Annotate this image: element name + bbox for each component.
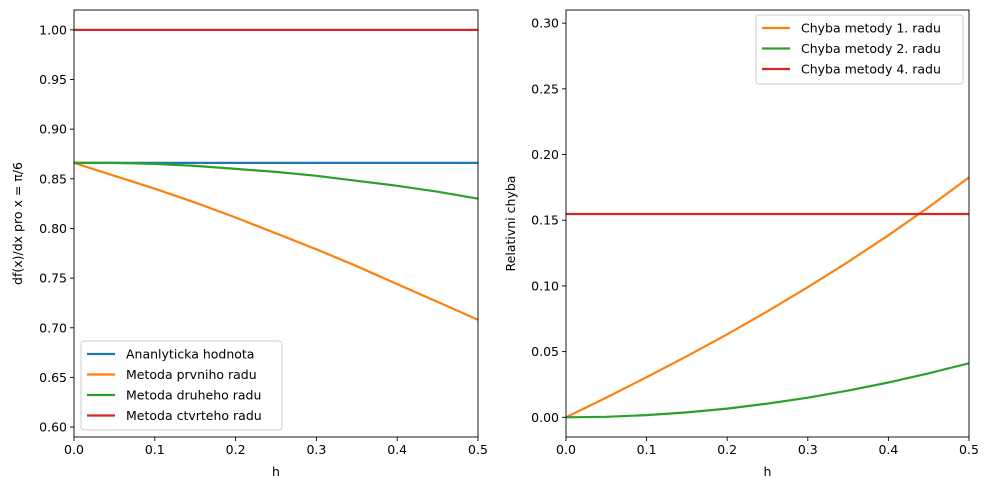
legend-label: Metoda prvniho radu — [126, 367, 257, 382]
y-axis-label: df(x)/dx pro x = π/6 — [10, 162, 25, 285]
chart-2: 0.0 0.1 0.2 0.3 0.4 0.5 0.00 0.05 0.10 0.15 0.20 0.… — [503, 9, 979, 479]
y-tick-label: 0.70 — [39, 320, 67, 335]
x-tick-label: 0.3 — [306, 442, 326, 457]
y-tick-label: 0.15 — [531, 213, 559, 228]
legend-box — [80, 340, 283, 431]
legend-box — [755, 14, 964, 85]
legend-label: Metoda druheho radu — [126, 388, 261, 403]
legend: Ananlyticka hodnota Metoda prvniho radu Me… — [80, 340, 283, 431]
y-axis-label: Relativni chyba — [503, 176, 518, 272]
x-tick-label: 0.5 — [468, 442, 488, 457]
y-tick-label: 0.25 — [531, 81, 559, 96]
x-tick-label: 0.4 — [878, 442, 898, 457]
legend-label: Chyba metody 2. radu — [801, 41, 941, 56]
x-tick-label: 0.0 — [556, 442, 576, 457]
y-tick-label: 1.00 — [39, 22, 67, 37]
x-tick-label: 0.1 — [145, 442, 165, 457]
y-tick-label: 0.10 — [531, 278, 559, 293]
y-tick-label: 0.80 — [39, 221, 67, 236]
series-line — [566, 362, 969, 419]
y-tick-label: 0.60 — [39, 420, 67, 435]
x-tick-label: 0.0 — [64, 442, 84, 457]
x-tick-label: 0.2 — [717, 442, 737, 457]
x-axis-label: h — [272, 464, 280, 479]
axes-frame — [565, 9, 970, 438]
y-tick-label: 0.75 — [39, 271, 67, 286]
x-axis-label: h — [764, 464, 772, 479]
legend-label: Ananlyticka hodnota — [126, 347, 254, 362]
legend-label: Metoda ctvrteho radu — [126, 408, 262, 423]
y-tick-label: 0.65 — [39, 370, 67, 385]
legend-label: Chyba metody 1. radu — [801, 21, 941, 36]
series-line — [566, 176, 969, 419]
x-tick-label: 0.3 — [798, 442, 818, 457]
series-group — [74, 28, 478, 321]
series-group — [566, 176, 969, 419]
y-tick-label: 0.00 — [531, 410, 559, 425]
chart-1: 0.0 0.1 0.2 0.3 0.4 0.5 0.60 0.65 0.70 0.75 0.80 0.… — [10, 9, 488, 479]
x-tick-label: 0.2 — [226, 442, 246, 457]
series-line — [74, 161, 478, 200]
y-tick-label: 0.90 — [39, 122, 67, 137]
y-tick-label: 0.30 — [531, 16, 559, 31]
y-tick-label: 0.20 — [531, 147, 559, 162]
axes-frame — [73, 9, 479, 438]
x-tick-label: 0.1 — [637, 442, 657, 457]
legend-label: Chyba metody 4. radu — [801, 62, 941, 77]
series-line — [74, 161, 478, 321]
y-tick-label: 0.95 — [39, 72, 67, 87]
y-tick-label: 0.85 — [39, 171, 67, 186]
x-tick-label: 0.5 — [959, 442, 979, 457]
y-tick-label: 0.05 — [531, 344, 559, 359]
x-tick-label: 0.4 — [387, 442, 407, 457]
legend: Chyba metody 1. radu Chyba metody 2. radu… — [755, 14, 964, 85]
